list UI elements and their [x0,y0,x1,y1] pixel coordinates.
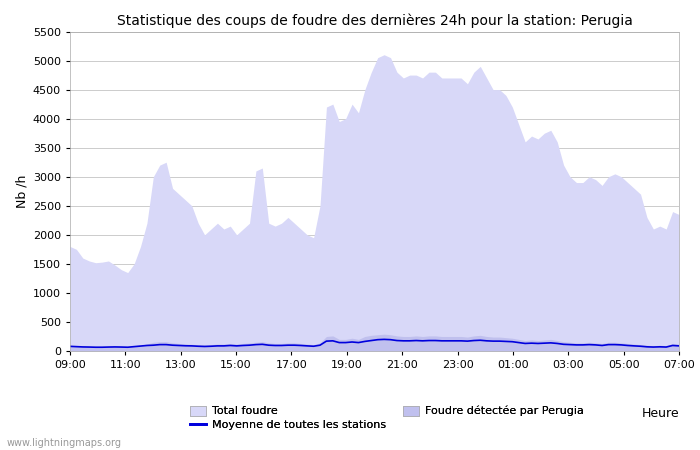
Legend: Total foudre, Moyenne de toutes les stations, Foudre détectée par Perugia: Total foudre, Moyenne de toutes les stat… [186,401,588,435]
Y-axis label: Nb /h: Nb /h [15,175,29,208]
Text: Heure: Heure [641,407,679,420]
Title: Statistique des coups de foudre des dernières 24h pour la station: Perugia: Statistique des coups de foudre des dern… [117,13,632,27]
Text: www.lightningmaps.org: www.lightningmaps.org [7,438,122,448]
